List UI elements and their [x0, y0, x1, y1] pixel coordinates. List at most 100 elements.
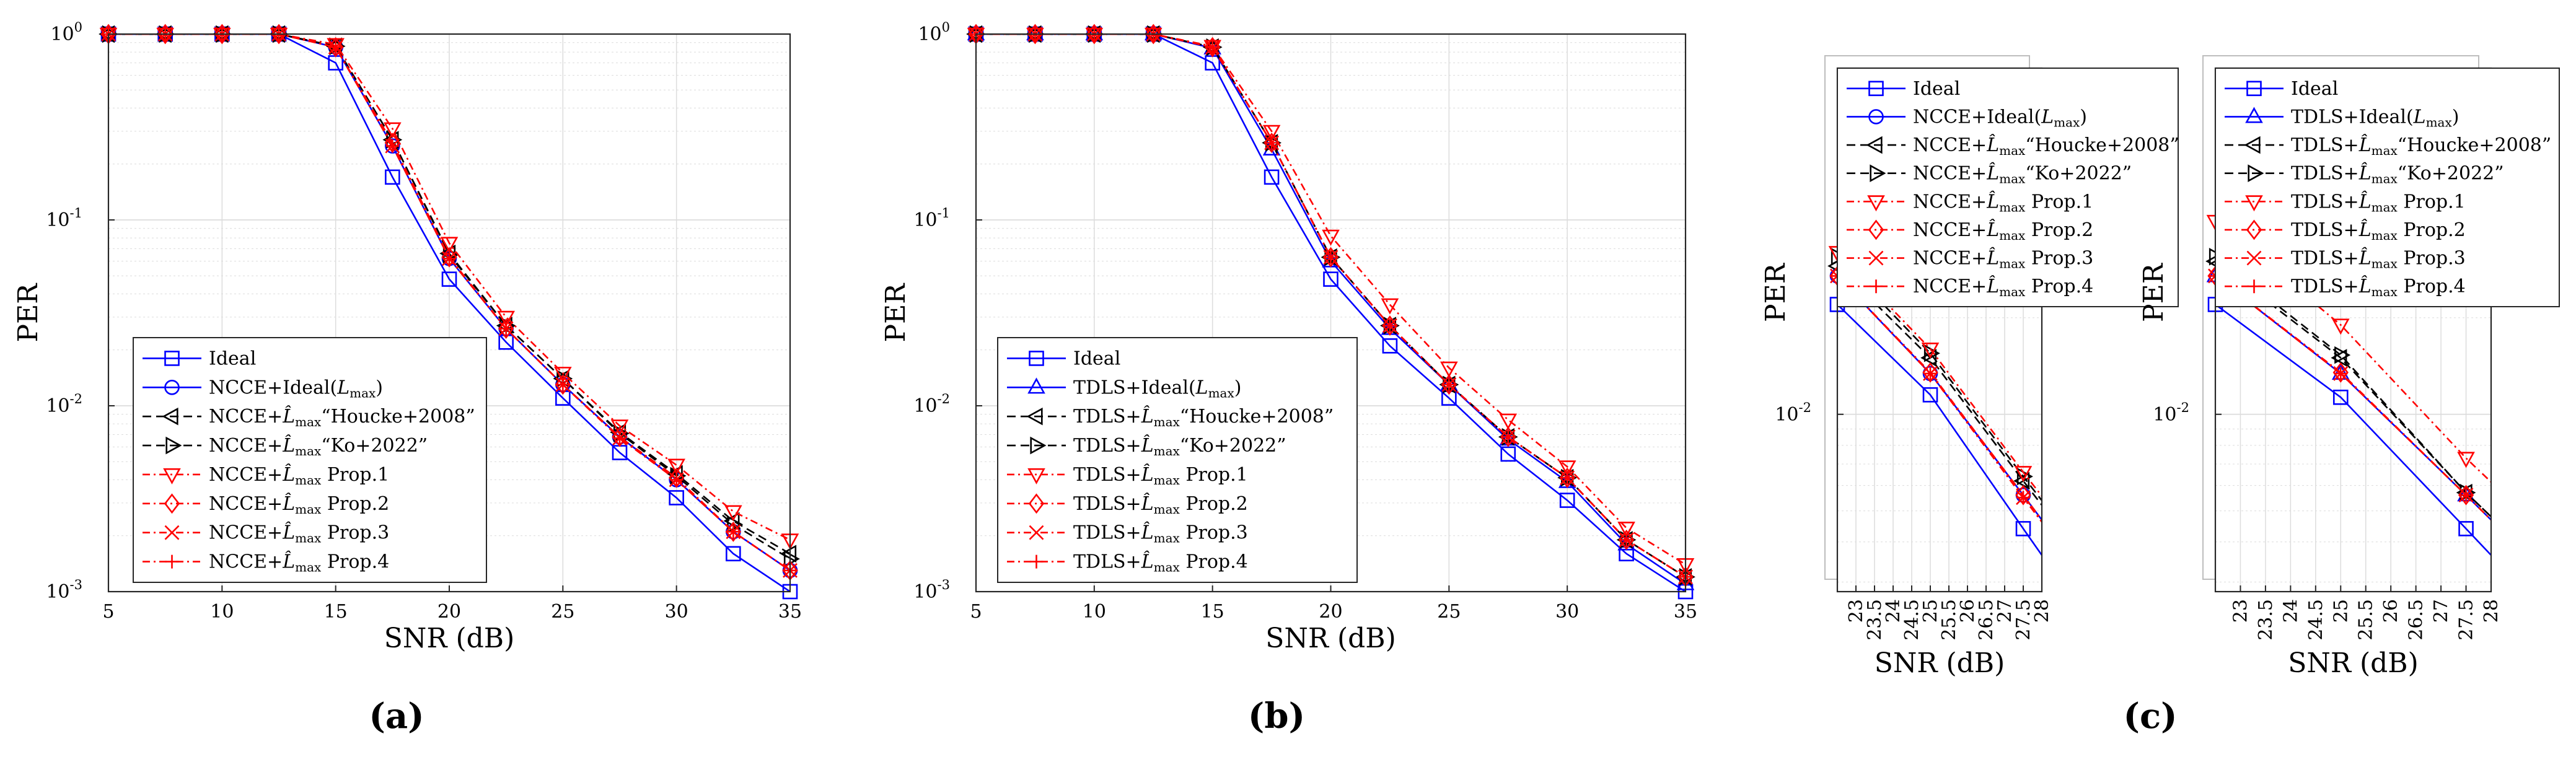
data-point-s5-2 [1921, 342, 1940, 359]
data-point-s1-7 [441, 271, 457, 287]
data-point-s5-3 [2457, 452, 2475, 468]
legend-label-6: NCCE+L̂max Prop.2 [209, 493, 389, 516]
legend-marker [1030, 436, 1047, 455]
legend-marker [164, 493, 180, 514]
x-axis-label: SNR (dB) [2288, 647, 2419, 679]
data-point-s1-6 [1264, 169, 1280, 185]
legend-marker [1867, 195, 1885, 212]
data-point-s6-8 [498, 318, 514, 339]
x-tick-label: 15 [1201, 601, 1224, 623]
data-point-s5-11 [1558, 460, 1576, 477]
data-point-s5-7 [1322, 229, 1340, 246]
caption-c1: (c) [2123, 696, 2177, 737]
legend-label-7: NCCE+L̂max Prop.3 [209, 522, 389, 545]
legend-label-8: NCCE+L̂max Prop.4 [1913, 276, 2093, 299]
legend-marker [165, 436, 182, 455]
legend-label-4: NCCE+L̂max“Ko+2022” [209, 435, 428, 458]
x-tick-label: 25 [1920, 599, 1941, 623]
x-tick-label: 27.5 [2013, 599, 2034, 641]
data-point-s8-12 [726, 525, 741, 539]
x-tick-label: 26 [2380, 599, 2402, 623]
data-point-s5-9 [1440, 361, 1458, 378]
data-point-s8-8 [1383, 318, 1397, 333]
legend-marker [2247, 279, 2261, 294]
legend-label-6: NCCE+L̂max Prop.2 [1913, 219, 2093, 242]
data-point-s5-11 [667, 458, 685, 475]
legend-marker [165, 554, 179, 569]
legend-label-4: TDLS+L̂max“Ko+2022” [2291, 162, 2504, 186]
data-point-s6-3 [1086, 24, 1102, 45]
legend-marker [1868, 109, 1884, 125]
data-point-s8-8 [499, 322, 513, 336]
x-tick-label: 24.5 [2305, 599, 2327, 641]
legend-marker [1029, 554, 1044, 569]
x-axis-label: SNR (dB) [1265, 623, 1396, 654]
legend-label-1: Ideal [209, 348, 256, 369]
caption-a: (a) [369, 696, 424, 737]
x-tick-label: 24 [1883, 599, 1904, 623]
legend-label-2: NCCE+Ideal(Lmax) [209, 377, 383, 400]
data-point-s6-6 [1264, 133, 1280, 153]
legend-label-7: TDLS+L̂max Prop.3 [1073, 522, 1248, 545]
series-line-5 [2215, 221, 2491, 483]
x-tick-label: 5 [102, 601, 114, 623]
x-tick-label: 25 [1437, 601, 1461, 623]
legend-marker [1029, 351, 1044, 366]
x-tick-label: 27 [1994, 599, 2016, 623]
x-tick-label: 10 [1083, 601, 1106, 623]
legend-marker [1029, 525, 1044, 540]
data-point-s6-7 [1322, 247, 1339, 268]
x-tick-label: 26 [1957, 599, 1979, 623]
legend-marker [2244, 136, 2261, 154]
x-tick-label: 5 [970, 601, 982, 623]
data-point-s8-7 [1324, 250, 1338, 265]
x-tick-label: 28 [2481, 599, 2502, 623]
legend-label-1: Ideal [1073, 348, 1120, 369]
legend-label-8: TDLS+L̂max Prop.4 [1073, 551, 1248, 574]
legend-label-4: TDLS+L̂max“Ko+2022” [1073, 435, 1286, 458]
legend-box [997, 337, 1358, 583]
x-tick-label: 25.5 [2355, 599, 2377, 641]
data-point-s6-9 [555, 374, 571, 395]
series-group [966, 24, 1695, 600]
data-point-s1-3 [2015, 521, 2031, 536]
legend-label-7: NCCE+L̂max Prop.3 [1913, 247, 2093, 271]
legend-label-1: Ideal [2291, 78, 2338, 100]
y-axis-label: PER [880, 282, 912, 343]
legend-label-5: NCCE+L̂max Prop.1 [1913, 191, 2093, 214]
data-point-s8-7 [442, 252, 456, 266]
legend-marker [2248, 164, 2264, 182]
series-line-1 [1837, 304, 2042, 557]
series-line-1 [2215, 304, 2491, 557]
data-point-s6-12 [1618, 529, 1635, 550]
data-point-s5-9 [554, 367, 572, 383]
y-tick-label: 100 [918, 20, 950, 45]
legend-marker [1028, 493, 1045, 514]
data-point-s6-8 [1382, 315, 1398, 336]
legend-marker [2246, 219, 2262, 240]
y-axis-label: PER [1760, 262, 1791, 322]
data-point-s6-12 [725, 521, 741, 542]
y-axis-label: PER [12, 282, 44, 343]
data-point-s1-2 [1922, 387, 1938, 403]
legend-marker [1868, 81, 1884, 97]
data-point-s6-4 [1145, 24, 1161, 45]
data-point-s8-11 [1560, 471, 1575, 485]
data-point-s1-8 [1382, 338, 1398, 354]
legend-marker [1870, 164, 1886, 182]
legend-label-5: TDLS+L̂max Prop.1 [2291, 191, 2466, 214]
legend-box [2215, 68, 2560, 307]
series-line-5 [108, 34, 790, 541]
data-point-s3-13 [780, 545, 797, 563]
legend-marker [1869, 279, 1883, 294]
series-line-8 [1837, 275, 2042, 523]
series-line-5 [976, 34, 1686, 566]
legend-marker [1868, 219, 1884, 240]
legend-box [1837, 68, 2179, 307]
x-tick-label: 28 [2031, 599, 2053, 623]
legend-label-2: TDLS+Ideal(Lmax) [2291, 106, 2459, 129]
x-tick-label: 23.5 [2255, 599, 2277, 641]
x-tick-label: 35 [1674, 601, 1697, 623]
